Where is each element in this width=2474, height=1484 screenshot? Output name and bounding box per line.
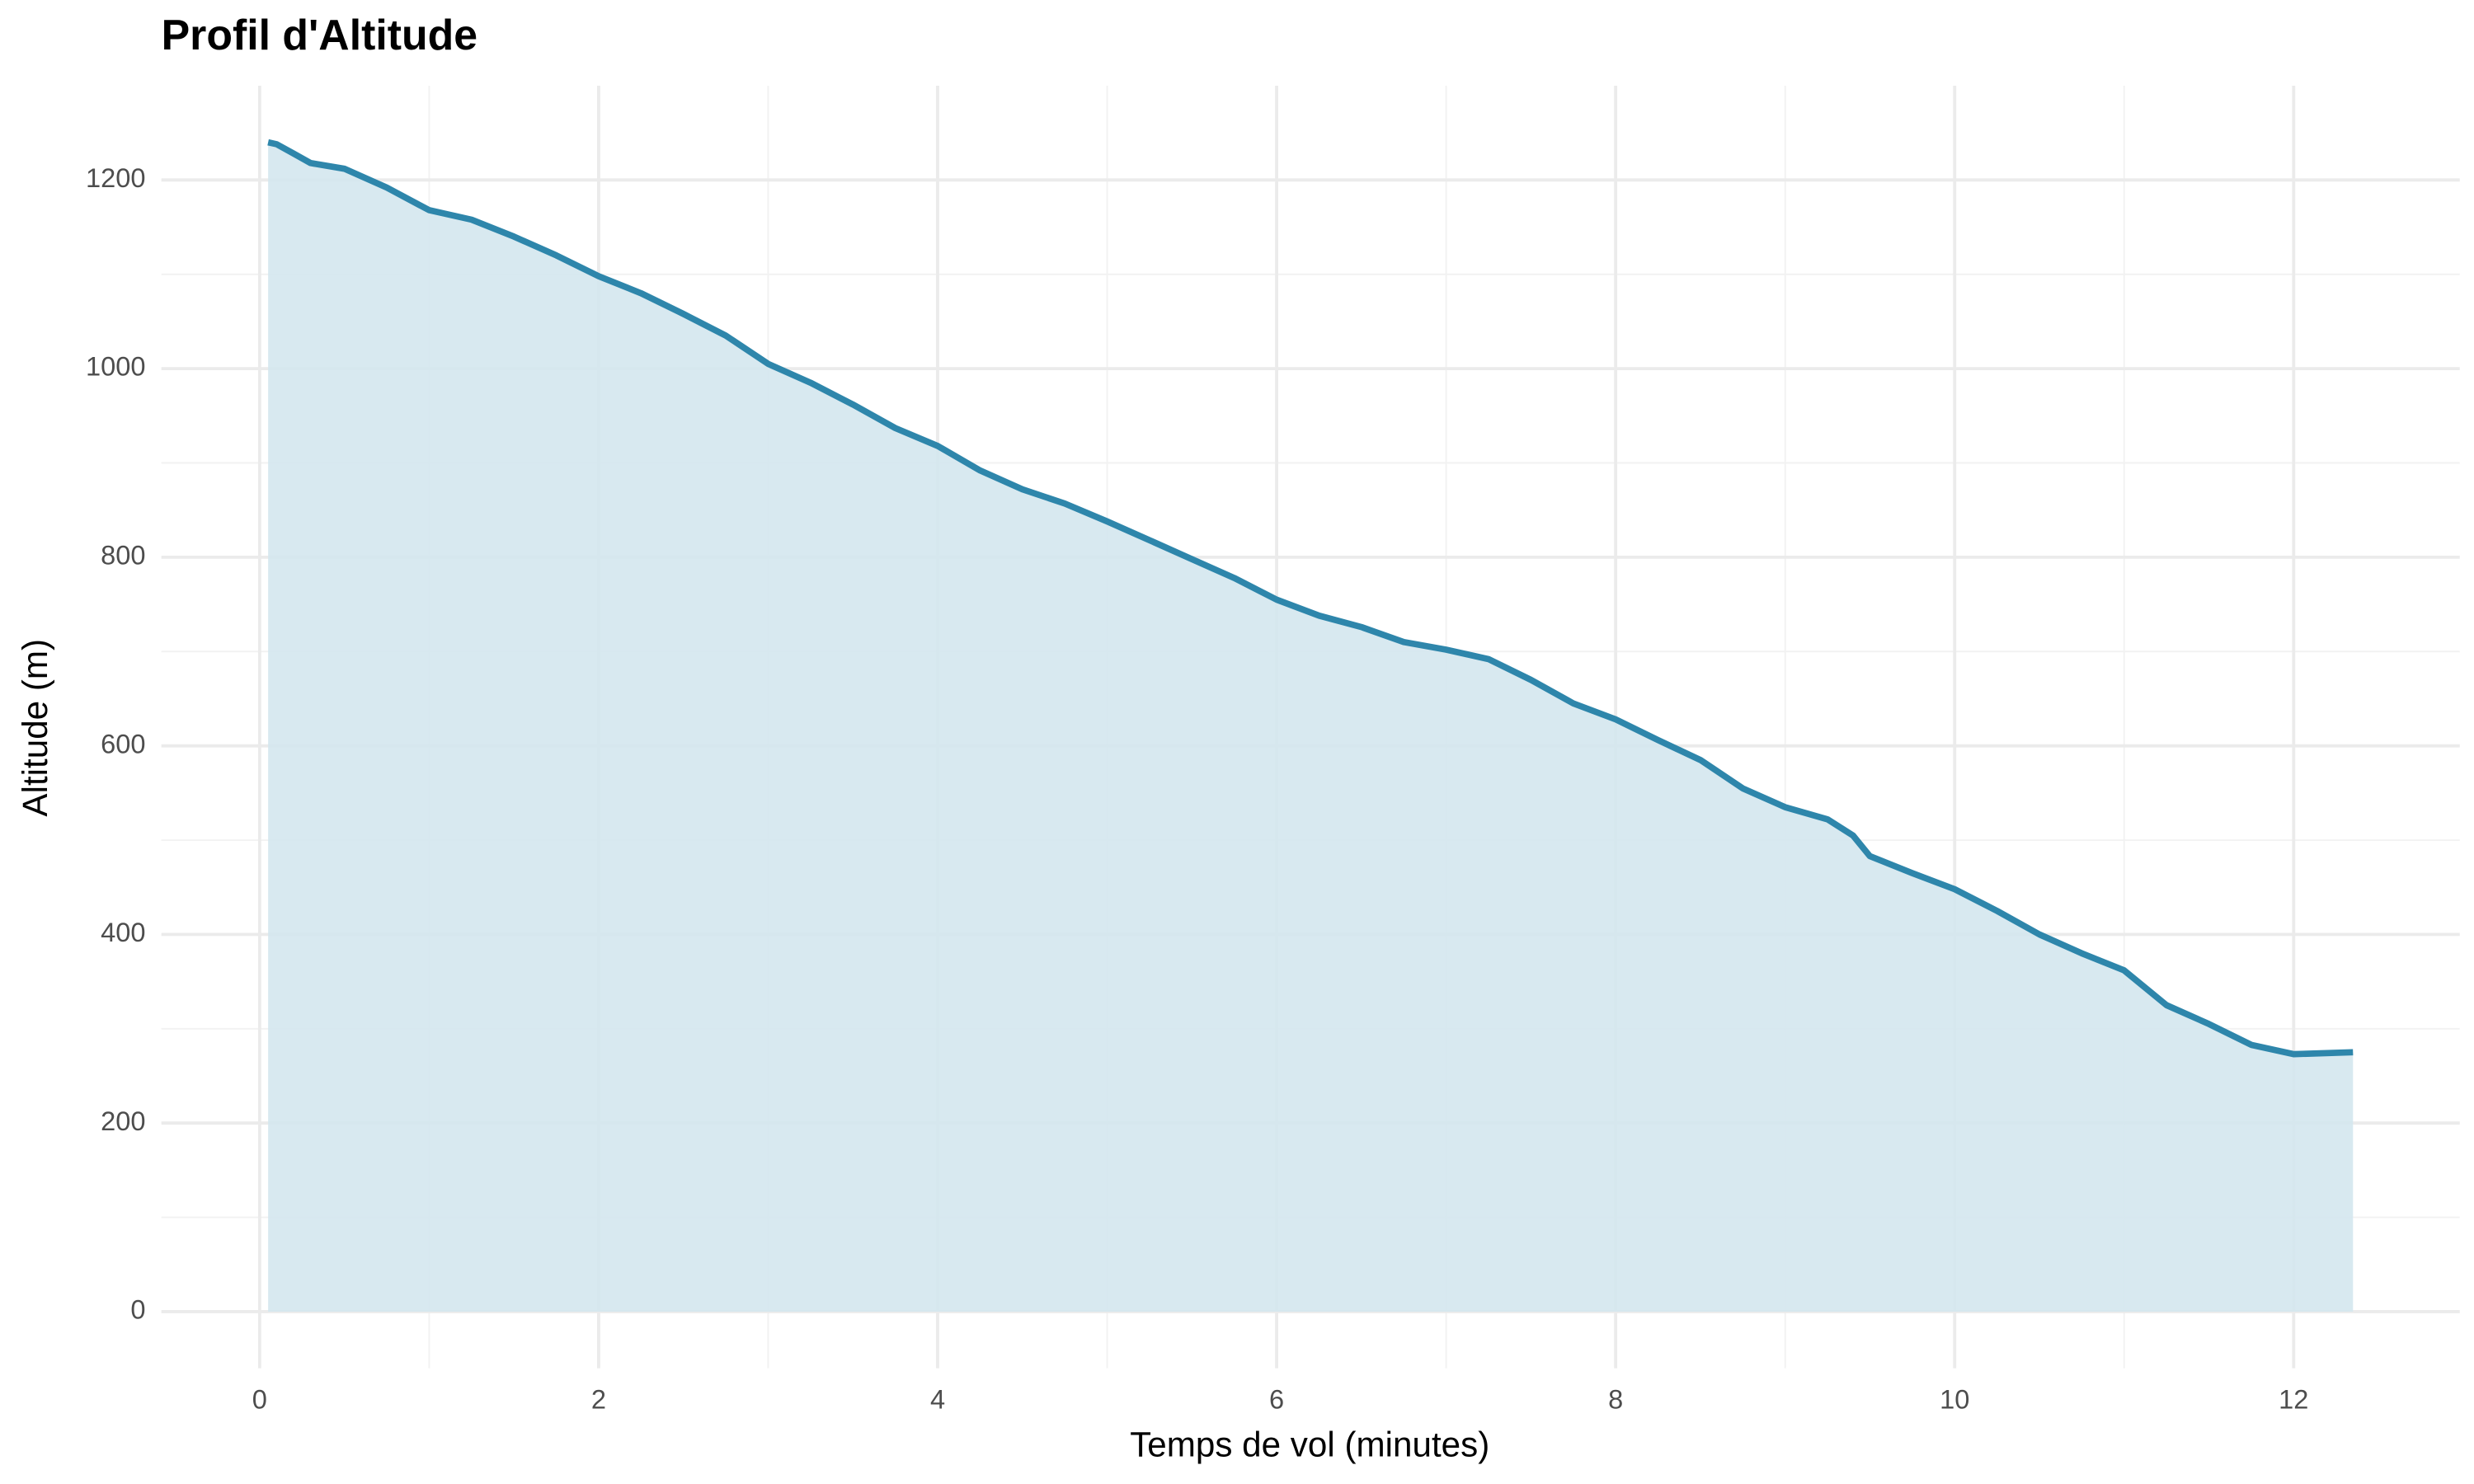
x-tick-label: 8 <box>1608 1383 1623 1414</box>
area <box>268 142 2354 1312</box>
x-tick-label: 10 <box>1940 1383 1969 1414</box>
x-tick-label: 0 <box>252 1383 267 1414</box>
line <box>267 139 2354 1058</box>
x-tick-label: 2 <box>591 1383 606 1414</box>
y-tick-label: 600 <box>101 728 145 758</box>
x-tick-label: 4 <box>930 1383 945 1414</box>
y-tick-label: 800 <box>101 539 145 570</box>
y-tick-label: 0 <box>130 1294 145 1325</box>
x-tick-label: 12 <box>2279 1383 2308 1414</box>
x-tick-label: 6 <box>1269 1383 1284 1414</box>
y-tick-label: 200 <box>101 1106 145 1136</box>
chart-title: Profil d'Altitude <box>162 11 477 59</box>
y-axis-title: Altitude (m) <box>16 639 54 817</box>
y-tick-label: 400 <box>101 917 145 947</box>
x-axis-title: Temps de vol (minutes) <box>1130 1425 1489 1464</box>
y-tick-label: 1000 <box>86 351 146 382</box>
y-tick-label: 1200 <box>86 162 146 193</box>
